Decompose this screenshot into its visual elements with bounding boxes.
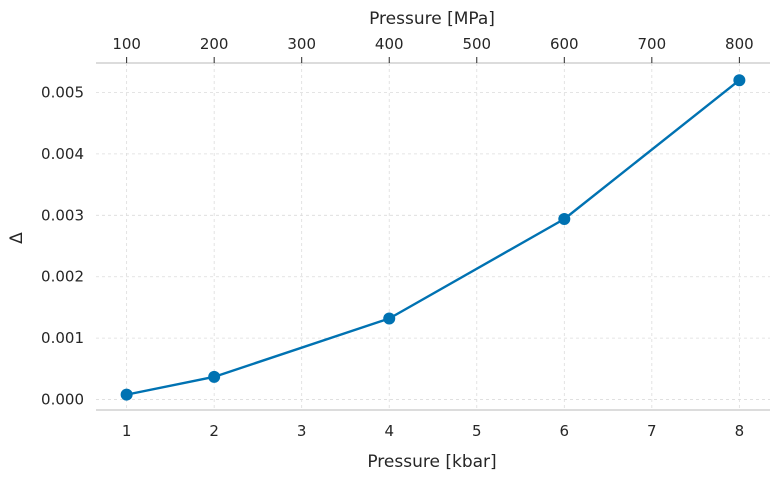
y-tick-label: 0.002: [41, 268, 84, 286]
top-x-tick-label: 100: [112, 35, 141, 53]
x-tick-label: 4: [384, 422, 394, 440]
top-x-tick-label: 600: [550, 35, 579, 53]
data-point: [558, 212, 571, 225]
top-x-axis-title: Pressure [MPa]: [369, 9, 495, 29]
top-x-tick-label: 700: [638, 35, 667, 53]
spine-layer: [96, 62, 770, 411]
top-x-tick-label: 800: [725, 35, 754, 53]
x-tick-label: 7: [647, 422, 657, 440]
data-point: [208, 370, 221, 383]
top-x-tick-label: 200: [200, 35, 229, 53]
x-tick-label: 5: [472, 422, 482, 440]
y-tick-label: 0.005: [41, 83, 84, 101]
top-x-tick-label: 500: [462, 35, 491, 53]
top-x-tick-label: 400: [375, 35, 404, 53]
y-tick-label: 0.001: [41, 329, 84, 347]
series-line: [126, 79, 741, 396]
series-layer: [120, 74, 746, 401]
data-point: [733, 74, 746, 87]
data-point: [383, 312, 396, 325]
y-tick-label: 0.000: [41, 391, 84, 409]
y-tick-label: 0.003: [41, 206, 84, 224]
grid-layer: [96, 63, 770, 410]
x-axis-title: Pressure [kbar]: [367, 452, 496, 472]
top-x-tick-label: 300: [287, 35, 316, 53]
data-point: [120, 388, 133, 401]
x-tick-label: 3: [297, 422, 307, 440]
y-axis-title: Δ: [7, 232, 27, 244]
x-tick-label: 2: [209, 422, 219, 440]
x-tick-label: 8: [735, 422, 745, 440]
x-tick-label: 1: [122, 422, 132, 440]
y-tick-label: 0.004: [41, 145, 84, 163]
tick-layer: 1 2 3 4 5 6 7 8 100 200 300 400 500 600 700 800 0.000 0.0…: [41, 35, 754, 440]
x-tick-label: 6: [560, 422, 570, 440]
